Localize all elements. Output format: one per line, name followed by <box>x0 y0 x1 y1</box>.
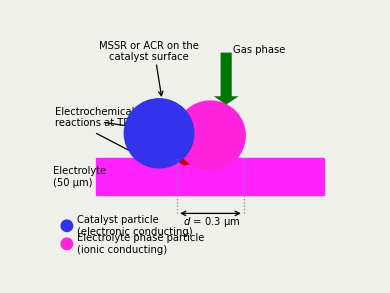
Text: Gas phase: Gas phase <box>233 45 285 55</box>
Text: Electrochemical
reactions at TPB: Electrochemical reactions at TPB <box>55 107 136 128</box>
Bar <box>96 158 324 195</box>
Ellipse shape <box>176 101 245 170</box>
Text: Electrolyte
(50 μm): Electrolyte (50 μm) <box>53 166 106 188</box>
Ellipse shape <box>124 99 194 168</box>
Text: Electrolyte phase particle
(ionic conducting): Electrolyte phase particle (ionic conduc… <box>78 233 205 255</box>
Ellipse shape <box>179 151 192 165</box>
Text: MSSR or ACR on the
catalyst surface: MSSR or ACR on the catalyst surface <box>99 41 199 62</box>
Text: $d$ = 0.3 μm: $d$ = 0.3 μm <box>183 214 241 229</box>
Text: Catalyst particle
(electronic conducting): Catalyst particle (electronic conducting… <box>78 215 193 237</box>
Ellipse shape <box>61 238 73 250</box>
Ellipse shape <box>61 220 73 231</box>
